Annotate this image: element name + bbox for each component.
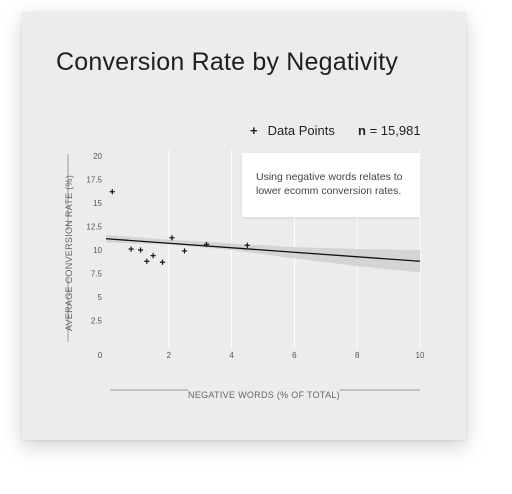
sample-size: n = 15,981 xyxy=(358,123,421,138)
x-tick-label-3: 6 xyxy=(292,351,297,360)
x-tick-label-1: 2 xyxy=(167,351,172,360)
sample-size-value: = 15,981 xyxy=(369,123,421,138)
y-tick-label-6: 17.5 xyxy=(86,176,102,185)
legend-label: Data Points xyxy=(267,123,335,138)
plot-area: 2.5 5 7.5 10 12.5 15 17.5 20 0 2 4 6 8 10 xyxy=(67,150,425,391)
annotation-text: Using negative words relates to lower ec… xyxy=(256,171,403,197)
x-tick-label-4: 8 xyxy=(355,351,360,360)
y-tick-label-7: 20 xyxy=(93,152,102,161)
y-tick-label-4: 12.5 xyxy=(86,223,102,232)
x-tick-label-2: 4 xyxy=(229,351,234,360)
data-point-8 xyxy=(203,241,210,247)
x-axis-label: NEGATIVE WORDS (% OF TOTAL) xyxy=(188,390,340,400)
data-point-7 xyxy=(181,248,188,254)
y-axis-label: AVERAGE CONVERSION RATE (%) xyxy=(64,174,74,332)
trend-line xyxy=(105,238,421,262)
chart-card: Conversion Rate by Negativity 2.5 5 7.5 10 1… xyxy=(22,12,466,440)
data-point-6 xyxy=(169,235,175,241)
data-point-3 xyxy=(144,258,150,264)
y-tick-label-0: 2.5 xyxy=(91,317,103,326)
legend: + Data Points xyxy=(250,123,335,138)
chart-title: Conversion Rate by Negativity xyxy=(56,48,399,76)
data-point-5 xyxy=(159,259,166,265)
y-tick-label-3: 10 xyxy=(93,246,102,255)
annotation-box: Using negative words relates to lower ec… xyxy=(242,153,420,217)
sample-size-label: n xyxy=(358,123,366,138)
x-tick-label-0: 0 xyxy=(98,351,103,360)
y-tick-label-2: 7.5 xyxy=(91,270,103,279)
data-point-1 xyxy=(128,246,134,252)
plus-marker-icon: + xyxy=(250,123,258,138)
x-tick-label-5: 10 xyxy=(416,351,425,360)
data-point-4 xyxy=(150,253,156,259)
data-point-2 xyxy=(137,247,144,253)
data-point-0 xyxy=(109,189,115,195)
data-point-9 xyxy=(244,242,250,248)
y-tick-label-1: 5 xyxy=(98,293,103,302)
y-tick-label-5: 15 xyxy=(93,199,102,208)
